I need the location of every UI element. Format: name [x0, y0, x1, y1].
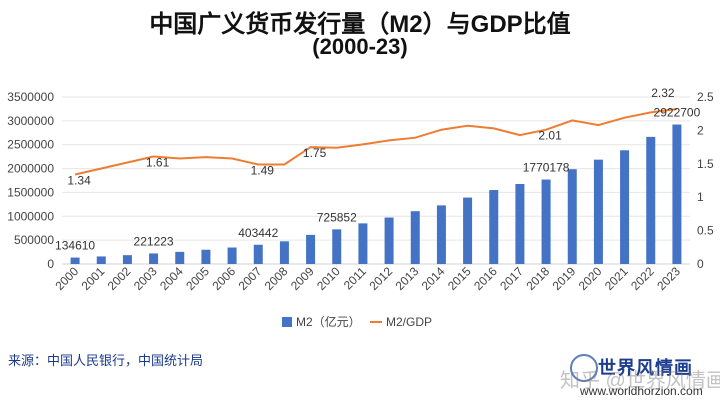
- watermark-overlay: 知乎 @世界风情画: [560, 370, 720, 392]
- bar-m2: [541, 179, 551, 264]
- chart-title: 中国广义货币发行量（M2）与GDP比值: [149, 11, 571, 38]
- x-axis-tick: 2017: [497, 264, 526, 293]
- source-note: 来源：中国人民银行，中国统计局: [8, 353, 204, 368]
- watermark-logo: 世界风情画 知乎 @世界风情画 www.worldhorzion.com: [560, 352, 720, 404]
- x-axis-tick: 2006: [209, 264, 238, 293]
- x-axis-tick: 2002: [105, 264, 134, 293]
- x-axis-tick: 2014: [419, 264, 448, 293]
- x-axis-tick: 2000: [52, 264, 81, 293]
- x-axis-tick: 2012: [366, 264, 395, 293]
- bar-data-label: 134610: [55, 239, 95, 253]
- left-axis-tick: 2500000: [7, 138, 54, 152]
- bar-m2: [279, 241, 289, 264]
- x-axis-tick: 2013: [393, 264, 422, 293]
- x-axis-tick: 2004: [157, 264, 186, 293]
- left-axis-tick: 1000000: [7, 209, 54, 223]
- watermark-brand: 世界风情画: [598, 358, 693, 378]
- legend-label-ratio: M2/GDP: [386, 315, 432, 329]
- line-data-label: 1.34: [67, 173, 91, 187]
- bar-m2: [149, 253, 159, 264]
- left-axis-tick: 3000000: [7, 114, 54, 128]
- bar-m2: [489, 190, 499, 264]
- line-data-label: 1.61: [146, 155, 170, 169]
- right-axis-tick: 2.5: [697, 90, 714, 104]
- x-axis-tick: 2010: [314, 264, 343, 293]
- bar-m2: [227, 247, 237, 264]
- right-axis-tick: 1: [697, 190, 704, 204]
- legend-label-m2: M2（亿元）: [296, 314, 361, 329]
- right-axis-tick: 1.5: [697, 157, 714, 171]
- bar-m2: [436, 205, 446, 264]
- left-axis-tick: 1500000: [7, 185, 54, 199]
- line-data-label: 1.49: [251, 163, 275, 177]
- left-axis-tick: 0: [47, 257, 54, 271]
- x-axis-tick: 2005: [183, 264, 212, 293]
- line-data-label: 2.01: [538, 129, 562, 143]
- line-data-label: 2.32: [651, 86, 675, 100]
- x-axis-tick: 2009: [288, 264, 317, 293]
- right-axis-tick: 0.5: [697, 224, 714, 238]
- bar-m2: [306, 234, 316, 264]
- right-axis-tick: 2: [697, 123, 704, 137]
- right-axis-tick: 0: [697, 257, 704, 271]
- x-axis-tick: 2007: [236, 264, 265, 293]
- bar-m2: [646, 136, 656, 264]
- bar-m2: [201, 249, 211, 264]
- x-axis-tick: 2016: [471, 264, 500, 293]
- x-axis-tick: 2008: [262, 264, 291, 293]
- line-m2-gdp: [74, 108, 678, 176]
- bar-m2: [515, 183, 525, 264]
- left-axis-tick: 500000: [14, 233, 54, 247]
- x-axis-tick: 2020: [576, 264, 605, 293]
- bar-m2: [410, 211, 420, 264]
- legend-swatch-m2: [282, 317, 292, 327]
- globe-icon: [570, 354, 598, 382]
- bar-data-label: 221223: [134, 234, 174, 248]
- bar-m2: [463, 197, 473, 264]
- bar-m2: [672, 124, 682, 264]
- x-axis-tick: 2015: [445, 264, 474, 293]
- bar-m2: [122, 255, 132, 264]
- bar-m2: [567, 169, 577, 264]
- x-axis-tick: 2003: [131, 264, 160, 293]
- bar-data-label: 725852: [317, 210, 357, 224]
- chart-subtitle: (2000-23): [312, 34, 408, 59]
- x-axis-tick: 2019: [550, 264, 579, 293]
- bar-m2: [384, 217, 394, 264]
- left-axis-tick: 3500000: [7, 90, 54, 104]
- x-axis-tick: 2021: [602, 264, 631, 293]
- watermark-url: www.worldhorzion.com: [580, 384, 703, 398]
- bar-data-label: 1770178: [523, 161, 570, 175]
- line-data-label: 1.75: [303, 146, 327, 160]
- bar-m2: [175, 251, 185, 264]
- x-axis-tick: 2001: [79, 264, 108, 293]
- bar-m2: [253, 244, 263, 264]
- left-axis-tick: 2000000: [7, 162, 54, 176]
- bar-data-label: 2922700: [654, 106, 701, 120]
- bar-m2: [96, 256, 106, 264]
- x-axis-tick: 2018: [523, 264, 552, 293]
- bar-m2: [620, 150, 630, 264]
- x-axis-tick: 2023: [654, 264, 683, 293]
- bar-m2: [70, 257, 80, 264]
- bar-data-label: 403442: [238, 226, 278, 240]
- x-axis-tick: 2011: [341, 264, 369, 292]
- bar-m2: [332, 229, 342, 264]
- bar-m2: [593, 159, 603, 264]
- x-axis-tick: 2022: [628, 264, 657, 293]
- bar-m2: [358, 223, 368, 264]
